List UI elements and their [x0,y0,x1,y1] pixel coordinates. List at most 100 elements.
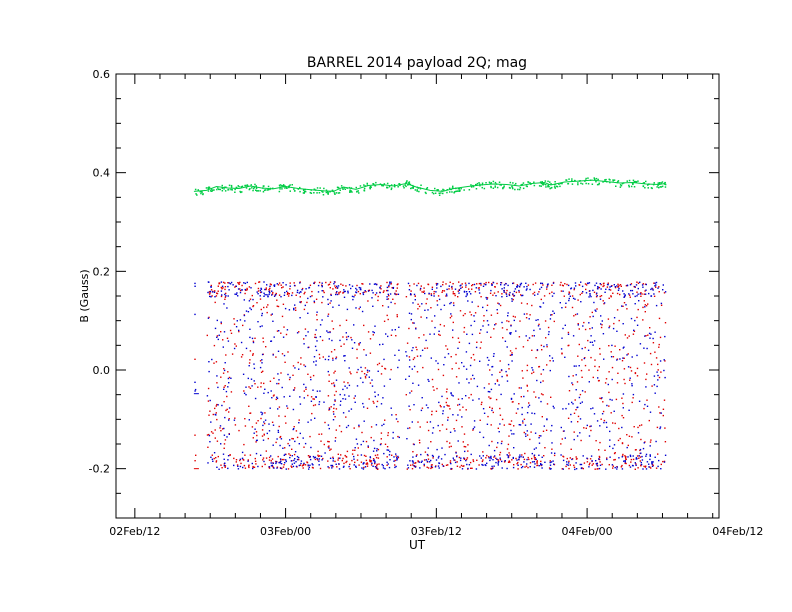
data-point [396,315,398,318]
data-point [451,468,453,470]
data-point [366,369,369,371]
data-point [304,190,307,193]
data-point [456,461,458,463]
data-point [220,295,223,298]
data-point [330,406,332,408]
data-point [242,458,244,461]
data-point [246,287,248,290]
data-point [623,357,625,359]
data-point [345,426,348,429]
data-point [487,364,489,366]
data-point [509,461,511,463]
data-point [600,283,602,286]
data-point [392,431,394,434]
data-point [333,403,335,406]
data-point [601,413,604,415]
data-point [289,376,291,379]
data-point [328,338,330,340]
data-point [483,320,485,322]
data-point [241,457,244,459]
data-point [301,287,304,290]
data-point [373,402,375,404]
data-point [511,185,513,188]
data-point [348,384,351,387]
data-point [248,286,251,288]
data-point [365,374,368,376]
data-point [656,371,658,373]
data-point [361,431,363,434]
data-point [581,285,584,288]
data-point [307,297,309,300]
data-point [534,457,536,459]
data-point [500,393,502,396]
data-point [426,188,428,190]
data-point [518,336,521,338]
data-point [577,183,579,186]
data-point [511,354,513,356]
data-point [660,182,662,184]
data-point [623,368,626,370]
data-point [328,407,331,409]
data-point [555,185,558,188]
data-point [299,432,301,435]
data-point [595,177,598,180]
data-point [443,290,446,292]
data-point [447,353,450,355]
data-point [519,320,521,322]
data-point [623,346,625,348]
data-point [276,305,278,307]
chart-title: BARREL 2014 payload 2Q; mag [307,55,527,71]
data-point [325,281,327,284]
data-point [208,291,211,293]
data-point [590,425,592,427]
data-point [466,378,468,380]
data-point [216,382,218,384]
data-point [649,455,651,457]
data-point [217,386,219,389]
data-point [544,320,547,322]
data-point [621,360,624,362]
data-point [551,186,553,189]
data-point [283,458,285,461]
data-point [310,419,312,421]
data-point [516,286,518,288]
data-point [280,467,282,469]
data-point [334,437,337,439]
data-point [270,455,272,457]
data-point [522,187,525,190]
data-point [318,353,321,356]
data-point [293,284,296,287]
data-point [279,444,281,447]
data-point [298,422,300,424]
data-point [583,462,586,464]
data-point [581,376,583,378]
data-point [441,291,443,293]
data-point [296,291,299,294]
data-point [501,288,503,290]
data-point [643,465,645,468]
data-point [507,455,509,457]
data-point [335,429,337,431]
data-point [395,335,397,337]
data-point [624,461,626,463]
data-point [550,468,552,470]
data-point [612,179,614,181]
data-point [316,340,318,342]
data-point [523,458,526,461]
data-point [257,293,259,295]
data-point [410,390,413,392]
data-point [643,442,645,444]
data-point [571,295,574,297]
data-point [218,334,220,336]
data-point [650,439,652,441]
data-point [570,413,572,416]
data-point [342,466,345,468]
data-point [634,303,636,305]
data-point [427,454,429,457]
data-point [339,291,342,293]
data-point [506,448,509,450]
data-point [491,440,493,443]
data-point [481,186,483,189]
data-point [522,465,524,468]
data-point [511,300,513,302]
